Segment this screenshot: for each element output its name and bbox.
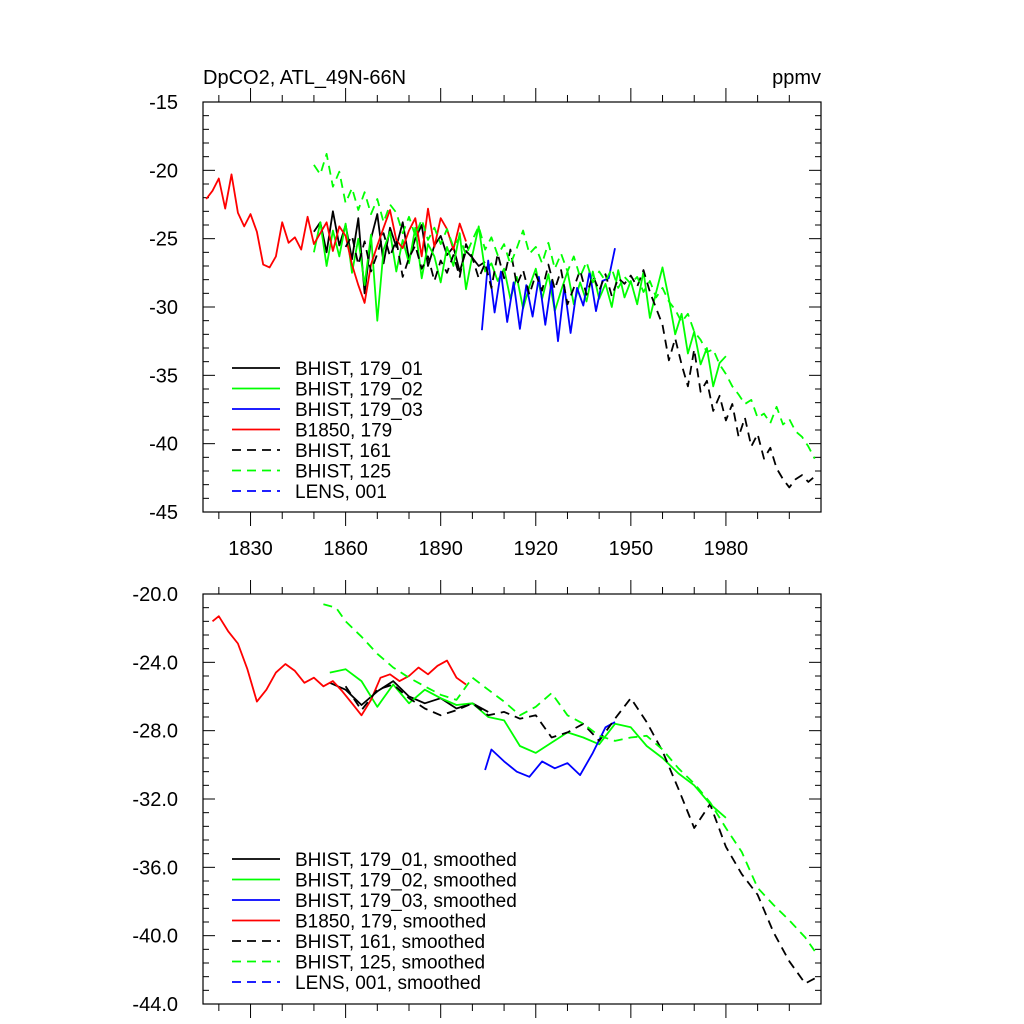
series-line-bhist-179-02-smoothed: [329, 668, 727, 819]
legend-label: BHIST, 179_02: [295, 380, 423, 401]
series-line-bhist-161: [344, 232, 816, 489]
x-tick-label: 1980: [704, 538, 749, 560]
legend-label: LENS, 001, smoothed: [295, 973, 481, 994]
series-line-b1850-179-smoothed: [211, 615, 467, 717]
y-tick-label: -24.0: [132, 652, 178, 674]
series-line-bhist-125: [313, 152, 816, 460]
series-line-bhist-161-smoothed: [344, 683, 816, 985]
x-tick-label: 1830: [228, 538, 273, 560]
top-panel: 1830 1860 1890 1920 1950 1980 -45 -40 -35 -30 -25 -…: [149, 88, 822, 560]
y-tick-label: -44.0: [132, 994, 178, 1016]
y-tick-label: -36.0: [132, 857, 178, 879]
series-line-b1850-179: [205, 173, 467, 304]
y-tick-label: -25: [149, 229, 178, 251]
legend-label: BHIST, 125, smoothed: [295, 953, 485, 974]
legend-label: BHIST, 179_02, smoothed: [295, 871, 517, 892]
y-tick-label: -45: [149, 502, 178, 524]
series-line-bhist-179-03: [481, 248, 616, 343]
y-tick-label: -28.0: [132, 721, 178, 743]
series-line-bhist-179-01-smoothed: [329, 680, 489, 713]
legend-label: B1850, 179: [295, 421, 392, 442]
x-tick-label: 1860: [323, 538, 368, 560]
legend-label: BHIST, 161, smoothed: [295, 932, 485, 953]
y-tick-label: -30: [149, 297, 178, 319]
series-line-bhist-179-03-smoothed: [484, 721, 616, 778]
y-tick-label: -40: [149, 434, 178, 456]
y-tick-label: -32.0: [132, 789, 178, 811]
chart-title: DpCO2, ATL_49N-66N: [203, 67, 406, 89]
y-tick-label: -40.0: [132, 926, 178, 948]
legend-label: BHIST, 161: [295, 441, 391, 462]
y-tick-label: -35: [149, 365, 178, 387]
bottom-panel: -44.0 -40.0 -36.0 -32.0 -28.0 -24.0 -20.0 BHIST…: [132, 580, 822, 1018]
series-line-bhist-125-smoothed: [323, 603, 816, 952]
legend-label: BHIST, 179_03: [295, 400, 423, 421]
series-line-bhist-179-02: [313, 221, 727, 388]
y-tick-label: -20: [149, 160, 178, 182]
units-label: ppmv: [772, 67, 821, 89]
legend-label: BHIST, 179_03, smoothed: [295, 891, 517, 912]
legend-label: BHIST, 179_01, smoothed: [295, 850, 517, 871]
y-tick-label: -20.0: [132, 584, 178, 606]
legend-label: BHIST, 125: [295, 462, 391, 483]
legend-label: B1850, 179, smoothed: [295, 912, 486, 933]
x-tick-label: 1890: [418, 538, 463, 560]
x-tick-label: 1950: [609, 538, 654, 560]
legend-label: BHIST, 179_01: [295, 359, 423, 380]
legend-label: LENS, 001: [295, 482, 387, 503]
x-tick-label: 1920: [514, 538, 559, 560]
y-tick-label: -15: [149, 92, 178, 114]
